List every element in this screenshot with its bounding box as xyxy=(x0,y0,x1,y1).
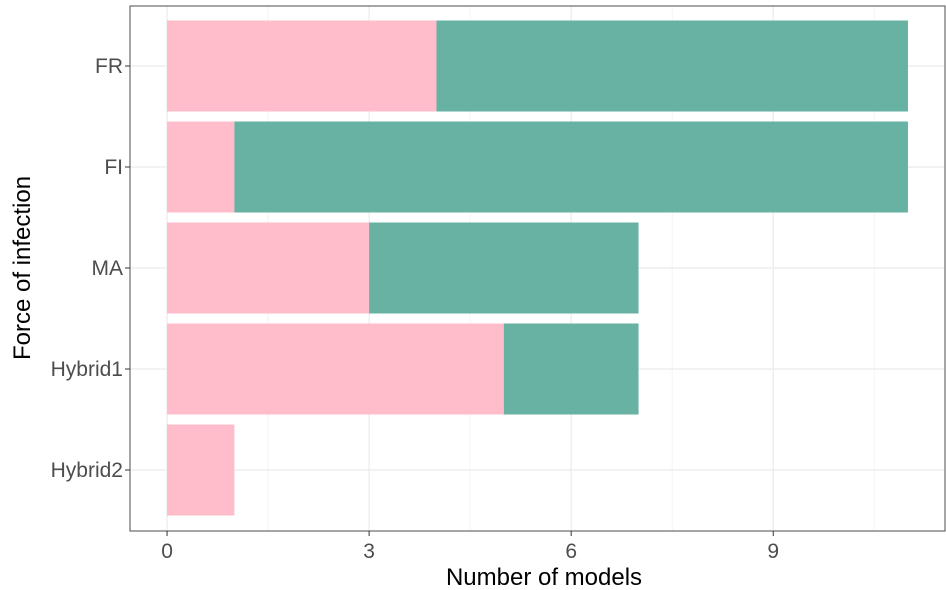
y-tick-label: FR xyxy=(95,55,123,78)
y-axis: FR FI MA Hybrid1 Hybrid2 xyxy=(51,55,130,482)
x-tick-label: 9 xyxy=(767,540,779,563)
x-tick-label: 6 xyxy=(565,540,577,563)
bar-fi-segment-2 xyxy=(234,121,908,213)
bar-ma-segment-1 xyxy=(167,222,370,314)
x-axis: 0 3 6 9 xyxy=(161,531,779,563)
bar-hybrid2-segment-1 xyxy=(167,424,235,516)
bar-hybrid1-segment-1 xyxy=(167,323,504,415)
bar-ma-segment-2 xyxy=(369,222,639,314)
bar-fi-segment-1 xyxy=(167,121,235,213)
bars xyxy=(167,20,908,516)
bar-fr-segment-2 xyxy=(436,20,908,112)
y-tick-label: MA xyxy=(92,257,124,280)
y-axis-title: Force of infection xyxy=(9,176,36,360)
y-tick-label: Hybrid1 xyxy=(51,358,123,381)
bar-fr-segment-1 xyxy=(167,20,437,112)
x-tick-label: 3 xyxy=(363,540,375,563)
x-tick-label: 0 xyxy=(161,540,173,563)
x-axis-title: Number of models xyxy=(446,564,642,590)
bar-hybrid1-segment-2 xyxy=(503,323,639,415)
y-tick-label: FI xyxy=(104,156,123,179)
y-tick-label: Hybrid2 xyxy=(51,459,123,482)
